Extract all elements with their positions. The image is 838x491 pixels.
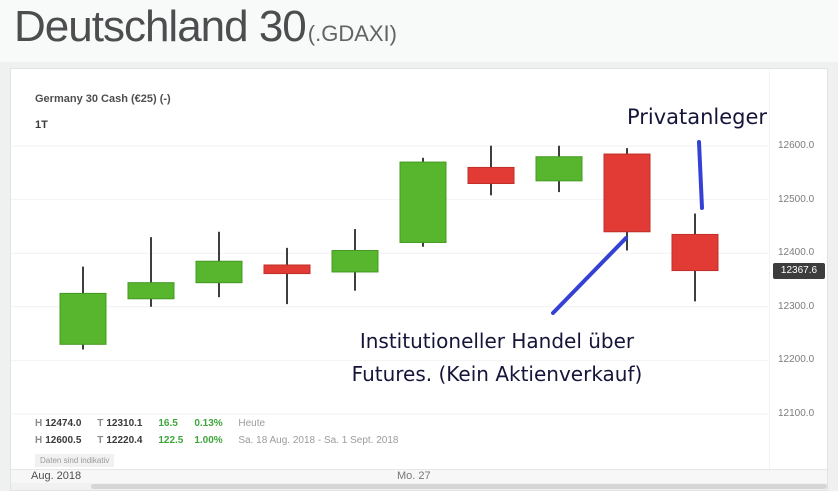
indicative-data-disclaimer: Daten sind indikativ xyxy=(35,454,115,467)
candle-body[interactable] xyxy=(263,264,311,275)
page-header: Deutschland 30(.GDAXI) xyxy=(0,0,838,62)
chart-panel: Germany 30 Cash (€25) (-) 1T Privatanleg… xyxy=(10,68,828,491)
period-label: Sa. 18 Aug. 2018 - Sa. 1 Sept. 2018 xyxy=(238,435,399,446)
candle-body[interactable] xyxy=(59,292,107,345)
stats-row-period: H 12600.5 T 12220.4 122.5 1.00% Sa. 18 A… xyxy=(35,432,398,449)
change-value: 122.5 xyxy=(158,435,184,446)
annotation-institutional[interactable]: Institutioneller Handel über Futures. (K… xyxy=(301,325,693,391)
candle-body[interactable] xyxy=(671,233,719,272)
time-axis-month-label: Aug. 2018 xyxy=(31,470,82,482)
time-axis[interactable]: Aug. 2018 Mo. 27 xyxy=(11,469,827,483)
page-title: Deutschland 30(.GDAXI) xyxy=(14,2,397,52)
change-percent: 0.13% xyxy=(194,418,223,429)
candle-body[interactable] xyxy=(535,156,583,182)
y-axis-label: 12400.0 xyxy=(778,247,815,259)
annotation-institutional-line1: Institutioneller Handel über xyxy=(359,329,635,353)
change-value: 16.5 xyxy=(158,418,178,429)
candle-body[interactable] xyxy=(399,161,447,243)
chart-scrollbar[interactable] xyxy=(11,483,827,490)
instrument-symbol: (.GDAXI) xyxy=(307,21,397,46)
candlestick-chart[interactable] xyxy=(11,69,827,471)
low-value: 12220.4 xyxy=(106,435,143,446)
period-label: Heute xyxy=(238,418,266,429)
candle-body[interactable] xyxy=(603,153,651,233)
chart-stats: H 12474.0 T 12310.1 16.5 0.13% Heute H 1… xyxy=(35,415,398,449)
annotation-line[interactable] xyxy=(697,140,704,210)
y-axis-label: 12300.0 xyxy=(778,300,815,312)
annotation-privatanleger[interactable]: Privatanleger xyxy=(626,105,768,129)
chart-timeframe-label: 1T xyxy=(35,119,48,131)
y-axis-label: 12200.0 xyxy=(778,354,815,366)
low-label: T xyxy=(97,418,104,429)
candle-body[interactable] xyxy=(331,250,379,273)
high-label: H xyxy=(35,435,43,446)
change-percent: 1.00% xyxy=(194,435,223,446)
high-value: 12474.0 xyxy=(45,418,82,429)
price-axis[interactable]: 12367.6 12600.0 12500.0 12400.0 12300.0 1220… xyxy=(769,69,827,471)
candle-body[interactable] xyxy=(467,166,515,185)
current-price-badge: 12367.6 xyxy=(773,262,825,279)
chart-plot-area[interactable]: Germany 30 Cash (€25) (-) 1T Privatanleg… xyxy=(11,69,827,471)
stats-row-today: H 12474.0 T 12310.1 16.5 0.13% Heute xyxy=(35,415,398,432)
time-axis-day-label: Mo. 27 xyxy=(397,470,431,482)
chart-instrument-label: Germany 30 Cash (€25) (-) xyxy=(35,93,171,105)
annotation-institutional-line2: Futures. (Kein Aktienverkauf) xyxy=(351,362,643,386)
high-label: H xyxy=(35,418,43,429)
y-axis-label: 12100.0 xyxy=(778,408,815,419)
candle-body[interactable] xyxy=(195,260,243,284)
chart-scrollbar-thumb[interactable] xyxy=(91,484,827,489)
instrument-name: Deutschland 30 xyxy=(14,2,307,51)
low-value: 12310.1 xyxy=(106,418,143,429)
annotation-line[interactable] xyxy=(551,236,628,315)
y-axis-label: 12600.0 xyxy=(778,140,815,151)
y-axis-label: 12500.0 xyxy=(778,193,815,205)
candle-body[interactable] xyxy=(127,282,175,300)
low-label: T xyxy=(97,435,104,446)
high-value: 12600.5 xyxy=(45,435,82,446)
